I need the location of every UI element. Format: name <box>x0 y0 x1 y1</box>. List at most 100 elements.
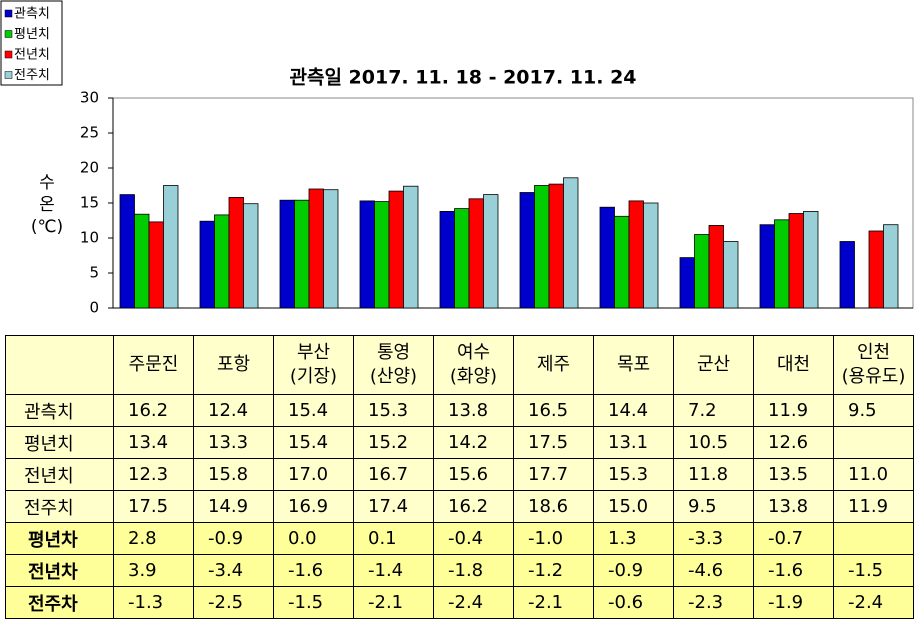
value-cell: 16.2 <box>113 394 194 427</box>
value-cell: 7.2 <box>673 394 754 427</box>
value-cell: -2.5 <box>193 586 274 619</box>
table-row: 평년차 2.8 -0.9 0.0 0.1 -0.4 -1.0 1.3 -3.3 -0.7 <box>5 522 914 555</box>
value-cell: 17.5 <box>113 490 194 523</box>
category-header: 목포 <box>593 335 674 395</box>
value-cell: 16.2 <box>433 490 514 523</box>
value-cell: 13.3 <box>193 426 274 459</box>
bar <box>519 192 535 309</box>
value-cell: -2.1 <box>513 586 594 619</box>
category-header: 통영 (산양) <box>353 335 434 395</box>
value-cell: 11.8 <box>673 458 754 491</box>
bar <box>774 219 790 309</box>
value-cell: 14.2 <box>433 426 514 459</box>
value-cell: 13.8 <box>433 394 514 427</box>
bar <box>788 213 804 309</box>
row-label: 전주치 <box>5 490 114 523</box>
value-cell: 11.9 <box>833 490 914 523</box>
bar <box>388 190 404 309</box>
category-header: 포항 <box>193 335 274 395</box>
chart: 관측일 2017. 11. 18 - 2017. 11. 24 0 5 10 15 20… <box>0 0 914 317</box>
legend-swatch <box>4 71 13 79</box>
bar <box>468 198 484 309</box>
value-cell: -2.3 <box>673 586 754 619</box>
legend-swatch <box>4 50 13 59</box>
value-cell: 14.9 <box>193 490 274 523</box>
category-header: 군산 <box>673 335 754 395</box>
category-header: 인천 (용유도) <box>833 335 914 395</box>
y-tick-label: 15 <box>80 194 99 212</box>
value-cell: 3.9 <box>113 554 194 587</box>
value-cell: 11.0 <box>833 458 914 491</box>
value-cell: 14.4 <box>593 394 674 427</box>
legend-label: 관측치 <box>14 7 50 22</box>
legend-label: 전주치 <box>14 68 50 83</box>
value-cell: -0.9 <box>593 554 674 587</box>
bar <box>359 200 375 309</box>
value-cell <box>833 522 914 555</box>
value-cell: 2.8 <box>113 522 194 555</box>
table-row: 전주차 -1.3 -2.5 -1.5 -2.1 -2.4 -2.1 -0.6 -2.3 -1.9-… <box>5 586 914 619</box>
value-cell: -1.3 <box>113 586 194 619</box>
bar <box>563 177 579 309</box>
value-cell: 16.7 <box>353 458 434 491</box>
legend-label: 평년치 <box>14 27 50 42</box>
value-cell: 16.9 <box>273 490 354 523</box>
value-cell: -1.9 <box>753 586 834 619</box>
value-cell: -3.3 <box>673 522 754 555</box>
y-axis-label: 수 온 (℃) <box>30 173 64 237</box>
value-cell: 12.3 <box>113 458 194 491</box>
value-cell: -0.6 <box>593 586 674 619</box>
bar <box>134 213 150 309</box>
bar <box>243 203 259 309</box>
bar <box>294 199 310 309</box>
value-cell: -3.4 <box>193 554 274 587</box>
bar <box>759 224 775 309</box>
value-cell: 13.5 <box>753 458 834 491</box>
category-header: 제주 <box>513 335 594 395</box>
value-cell: 17.5 <box>513 426 594 459</box>
chart-title: 관측일 2017. 11. 18 - 2017. 11. 24 <box>289 67 636 89</box>
table-row: 전년차 3.9 -3.4 -1.6 -1.4 -1.8 -1.2 -0.9 -4.6 -1.6 -1… <box>5 554 914 587</box>
bar <box>279 199 295 309</box>
value-cell: -0.9 <box>193 522 274 555</box>
bar <box>228 196 244 309</box>
bar <box>679 257 695 309</box>
value-cell: 0.1 <box>353 522 434 555</box>
bar <box>374 201 390 309</box>
legend-swatch <box>4 9 13 18</box>
value-cell: 17.0 <box>273 458 354 491</box>
corner-cell <box>5 335 114 395</box>
table-row: 관측치 16.2 12.4 15.4 15.3 13.8 16.5 14.4 7.2 11.9 9.… <box>5 394 914 427</box>
bar <box>723 241 739 309</box>
bar <box>708 224 724 309</box>
bar <box>308 188 324 309</box>
value-cell: 13.4 <box>113 426 194 459</box>
value-cell: -1.6 <box>753 554 834 587</box>
value-cell: -2.4 <box>833 586 914 619</box>
bar <box>199 220 215 309</box>
bar <box>614 215 630 309</box>
value-cell: 11.9 <box>753 394 834 427</box>
category-header: 주문진 <box>113 335 194 395</box>
row-label: 전년차 <box>5 554 114 587</box>
bar <box>119 194 135 309</box>
value-cell: 17.7 <box>513 458 594 491</box>
value-cell: 9.5 <box>833 394 914 427</box>
table-row: 평년치 13.4 13.3 15.4 15.2 14.2 17.5 13.1 10.5 12.6 <box>5 426 914 459</box>
value-cell: -2.1 <box>353 586 434 619</box>
value-cell: 15.8 <box>193 458 274 491</box>
row-label: 관측치 <box>5 394 114 427</box>
value-cell: 15.4 <box>273 426 354 459</box>
value-cell: 13.1 <box>593 426 674 459</box>
bar <box>163 185 179 309</box>
value-cell: 15.3 <box>593 458 674 491</box>
y-tick-label: 30 <box>80 89 99 107</box>
value-cell: -1.6 <box>273 554 354 587</box>
table-row: 전주치 17.5 14.9 16.9 17.4 16.2 18.6 15.0 9.5 13.8 11… <box>5 490 914 523</box>
value-cell: -1.0 <box>513 522 594 555</box>
y-tick-label: 5 <box>89 264 99 282</box>
bar <box>643 202 659 309</box>
value-cell: 13.8 <box>753 490 834 523</box>
bar <box>323 189 339 309</box>
value-cell: 0.0 <box>273 522 354 555</box>
